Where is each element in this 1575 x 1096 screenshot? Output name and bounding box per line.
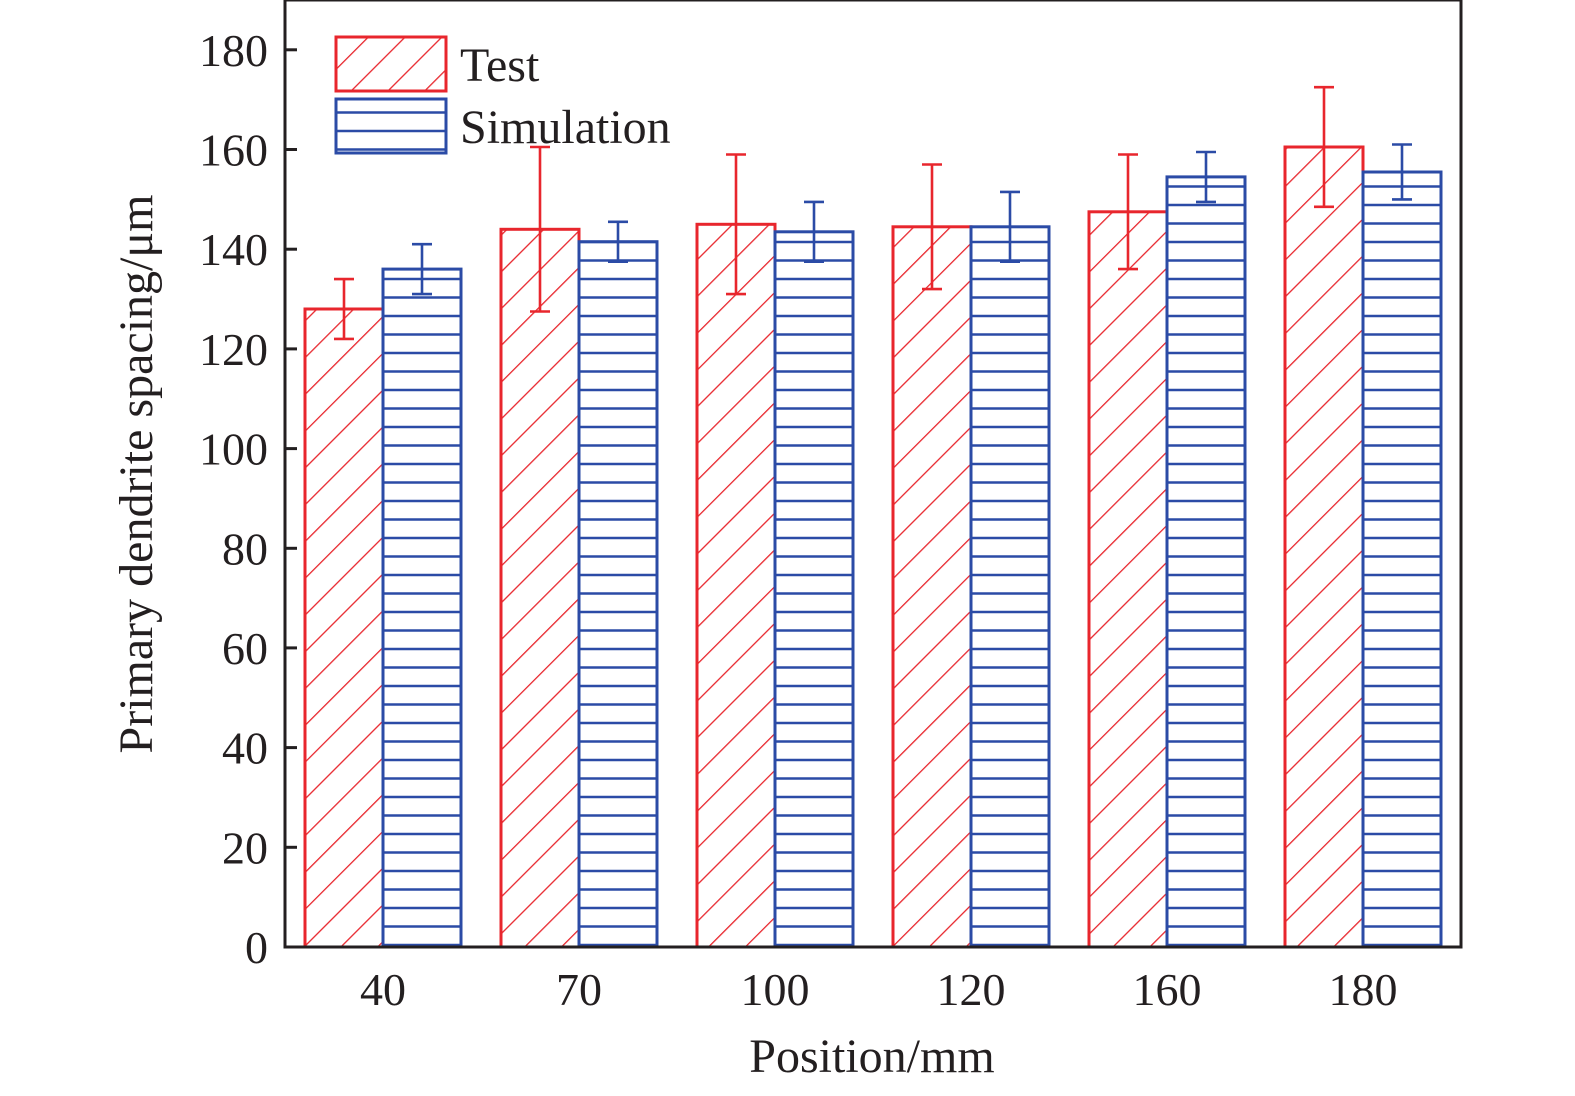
bar-test-40 [303, 307, 385, 949]
bar-simulation-40 [381, 267, 463, 949]
bar-test-180 [1283, 145, 1365, 949]
bar-simulation-180 [1361, 170, 1443, 949]
x-tick-label-100: 100 [741, 964, 810, 1015]
x-axis-title: Position/mm [749, 1030, 994, 1083]
legend-item-simulation: Simulation [334, 97, 671, 155]
error-bar-simulation-180 [1392, 143, 1412, 201]
x-tick-label-160: 160 [1133, 964, 1202, 1015]
error-bar-simulation-40 [412, 242, 432, 296]
y-tick-label-0: 0 [245, 922, 268, 973]
y-tick-label-60: 60 [222, 623, 268, 674]
x-tick-label-180: 180 [1329, 964, 1398, 1015]
legend-swatch-simulation [334, 97, 448, 155]
y-tick-label-20: 20 [222, 822, 268, 873]
error-bar-test-70 [530, 145, 550, 313]
plot-frame [283, 0, 1463, 949]
legend-label-test: Test [460, 39, 540, 92]
y-tick-label-120: 120 [199, 324, 268, 375]
legend-item-test: Test [334, 35, 540, 93]
bar-test-70 [499, 227, 581, 949]
y-tick-label-80: 80 [222, 523, 268, 574]
error-bar-test-120 [922, 163, 942, 291]
legend-swatch-test [334, 35, 448, 93]
y-tick-label-160: 160 [199, 125, 268, 176]
x-tick-label-70: 70 [556, 964, 602, 1015]
y-tick-label-100: 100 [199, 424, 268, 475]
x-axis: 40 70 100 120 160 180 [360, 964, 1398, 1015]
y-tick-label-40: 40 [222, 723, 268, 774]
error-bars-layer [334, 85, 1412, 341]
y-axis: 0 20 40 60 80 100 120 140 160 180 [199, 25, 297, 973]
error-bar-simulation-160 [1196, 150, 1216, 204]
error-bar-test-40 [334, 277, 354, 341]
error-bar-test-160 [1118, 153, 1138, 271]
error-bar-simulation-70 [608, 220, 628, 264]
y-axis-title: Primary dendrite spacing/μm [110, 195, 163, 754]
bar-test-160 [1087, 210, 1169, 949]
y-tick-label-180: 180 [199, 25, 268, 76]
error-bar-simulation-120 [1000, 190, 1020, 264]
bar-simulation-120 [969, 225, 1051, 949]
x-tick-label-40: 40 [360, 964, 406, 1015]
x-tick-label-120: 120 [937, 964, 1006, 1015]
bar-simulation-160 [1165, 175, 1247, 949]
error-bar-simulation-100 [804, 200, 824, 264]
bar-test-120 [891, 225, 973, 949]
y-tick-label-140: 140 [199, 224, 268, 275]
bar-test-100 [695, 222, 777, 949]
error-bar-test-100 [726, 153, 746, 296]
legend-label-simulation: Simulation [460, 101, 671, 154]
bar-simulation-70 [577, 240, 659, 949]
bars-layer [303, 145, 1443, 949]
bar-simulation-100 [773, 230, 855, 949]
error-bar-test-180 [1314, 85, 1334, 209]
legend: Test Simulation [334, 35, 671, 155]
